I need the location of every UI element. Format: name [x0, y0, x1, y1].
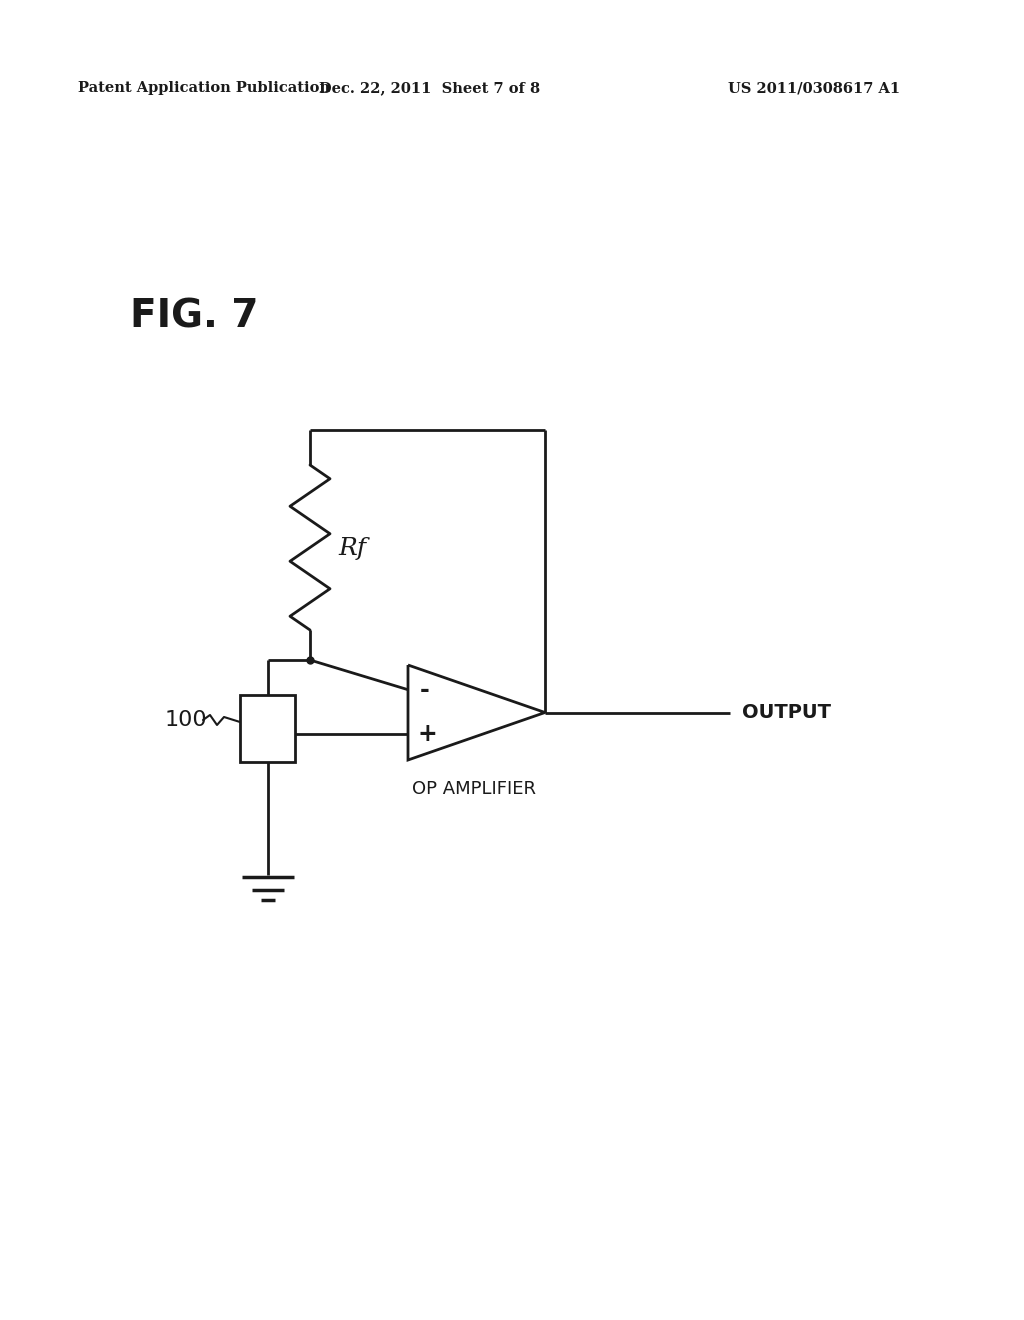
Text: OP AMPLIFIER: OP AMPLIFIER: [412, 780, 536, 799]
Text: 100: 100: [165, 710, 208, 730]
Text: Patent Application Publication: Patent Application Publication: [78, 81, 330, 95]
Text: +: +: [418, 722, 437, 746]
Text: US 2011/0308617 A1: US 2011/0308617 A1: [728, 81, 900, 95]
Text: -: -: [420, 677, 430, 702]
Text: Rf: Rf: [338, 536, 367, 560]
Text: OUTPUT: OUTPUT: [742, 704, 831, 722]
Bar: [240, 696, 295, 762]
Text: Dec. 22, 2011  Sheet 7 of 8: Dec. 22, 2011 Sheet 7 of 8: [319, 81, 541, 95]
Text: FIG. 7: FIG. 7: [130, 298, 258, 337]
